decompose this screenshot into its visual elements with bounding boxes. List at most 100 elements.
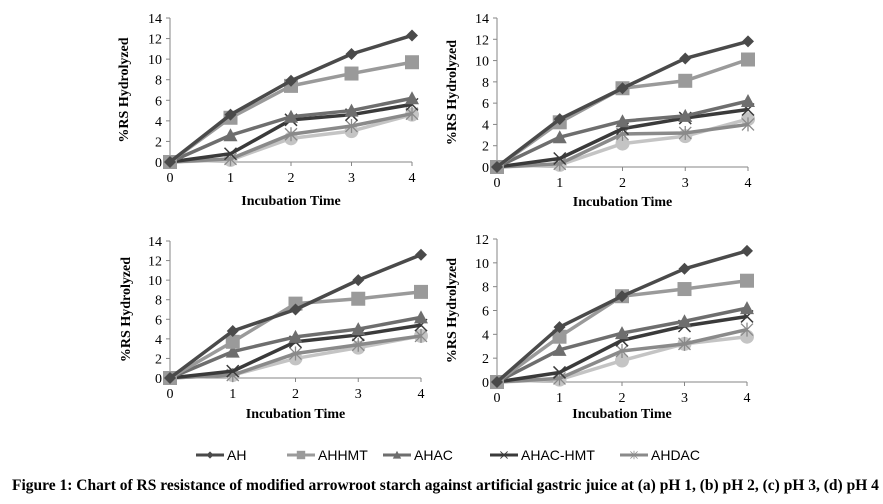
legend-label: AH (227, 447, 246, 463)
data-point (351, 337, 365, 352)
data-point (284, 109, 298, 123)
y-axis-title: %RS Hydrolyzed (445, 258, 460, 363)
y-axis-title: %RS Hydrolyzed (119, 257, 134, 362)
data-point (615, 353, 629, 368)
y-tick-label: 4 (155, 115, 162, 130)
data-point (741, 244, 753, 257)
legend-item: AHAC-HMT (490, 447, 595, 463)
data-point (405, 106, 419, 121)
figure-caption: Figure 1: Chart of RS resistance of modi… (12, 477, 879, 494)
y-tick-label: 12 (148, 255, 162, 270)
data-point (553, 113, 566, 126)
data-point (679, 52, 692, 65)
y-tick-label: 14 (148, 12, 162, 27)
x-tick-label: 3 (355, 387, 362, 402)
y-tick-label: 10 (475, 257, 489, 272)
y-tick-label: 6 (155, 313, 162, 328)
data-point (289, 303, 302, 316)
y-tick-label: 2 (155, 352, 162, 367)
legend-marker (392, 450, 402, 459)
data-point (491, 376, 503, 388)
x-tick-label: 0 (494, 391, 501, 406)
x-tick-label: 4 (744, 391, 751, 406)
legend-item: AH (196, 447, 246, 463)
data-point (225, 334, 240, 349)
y-tick-label: 8 (482, 76, 489, 91)
y-tick-label: 8 (155, 294, 162, 309)
series-ah (491, 35, 754, 173)
legend-item: AHAC (383, 447, 453, 463)
data-point (740, 301, 754, 315)
data-point (414, 284, 428, 299)
data-point (553, 151, 567, 166)
x-tick-label: 1 (229, 387, 236, 402)
x-tick-label: 2 (288, 171, 295, 186)
y-tick-label: 0 (155, 372, 162, 387)
data-point (677, 282, 692, 297)
data-point (351, 322, 366, 336)
data-point (224, 108, 237, 121)
data-point (552, 365, 567, 379)
data-point (741, 94, 755, 108)
data-point (414, 310, 428, 324)
legend-label: AHAC-HMT (521, 447, 595, 463)
x-tick-label: 2 (292, 387, 299, 402)
y-tick-label: 12 (475, 33, 489, 48)
data-point (740, 273, 754, 288)
y-tick-label: 8 (482, 281, 489, 296)
data-point (678, 336, 691, 351)
x-tick-label: 3 (348, 171, 355, 186)
y-tick-label: 10 (148, 274, 162, 289)
y-tick-label: 6 (155, 94, 162, 109)
data-point (615, 136, 630, 151)
legend-marker (296, 450, 306, 460)
legend-label: AHAC (414, 447, 453, 463)
x-tick-label: 2 (619, 391, 626, 406)
data-point (344, 103, 359, 117)
y-axis-title: %RS Hydrolyzed (117, 37, 132, 142)
x-tick-label: 0 (167, 387, 174, 402)
data-point (223, 147, 238, 161)
x-tick-label: 3 (681, 391, 688, 406)
data-point (677, 314, 692, 328)
data-point (405, 91, 419, 105)
legend: AH AHHMT AHAC AHAC-HMT AHDAC (196, 447, 700, 463)
x-axis-title: Incubation Time (573, 195, 672, 210)
y-tick-label: 4 (482, 118, 489, 133)
series-ah (491, 244, 753, 388)
legend-label: AHDAC (651, 447, 700, 463)
data-point (615, 114, 630, 128)
x-tick-label: 2 (619, 176, 626, 191)
y-axis-title: %RS Hydrolyzed (445, 40, 460, 145)
y-tick-label: 10 (148, 53, 162, 68)
x-axis-title: Incubation Time (572, 407, 671, 422)
x-tick-label: 3 (682, 176, 689, 191)
y-tick-label: 0 (482, 161, 489, 176)
data-point (351, 291, 366, 306)
x-tick-label: 0 (167, 171, 174, 186)
data-point (226, 364, 240, 378)
data-point (225, 344, 240, 358)
data-point (616, 82, 629, 95)
legend-marker (630, 450, 638, 460)
series-ah (164, 29, 418, 168)
legend-item: AHHMT (287, 447, 368, 463)
x-tick-label: 1 (227, 171, 234, 186)
series-ah (164, 248, 427, 384)
x-axis-title: Incubation Time (241, 194, 340, 209)
y-tick-label: 0 (155, 156, 162, 171)
y-tick-label: 12 (148, 33, 162, 48)
y-tick-label: 12 (475, 233, 489, 248)
data-point (740, 322, 754, 337)
data-point (616, 290, 628, 303)
data-point (678, 73, 693, 88)
data-point (615, 344, 629, 359)
data-point (742, 35, 754, 48)
data-point (678, 108, 693, 122)
legend-item: AHDAC (620, 447, 700, 463)
data-point (344, 66, 359, 81)
data-point (164, 156, 176, 168)
